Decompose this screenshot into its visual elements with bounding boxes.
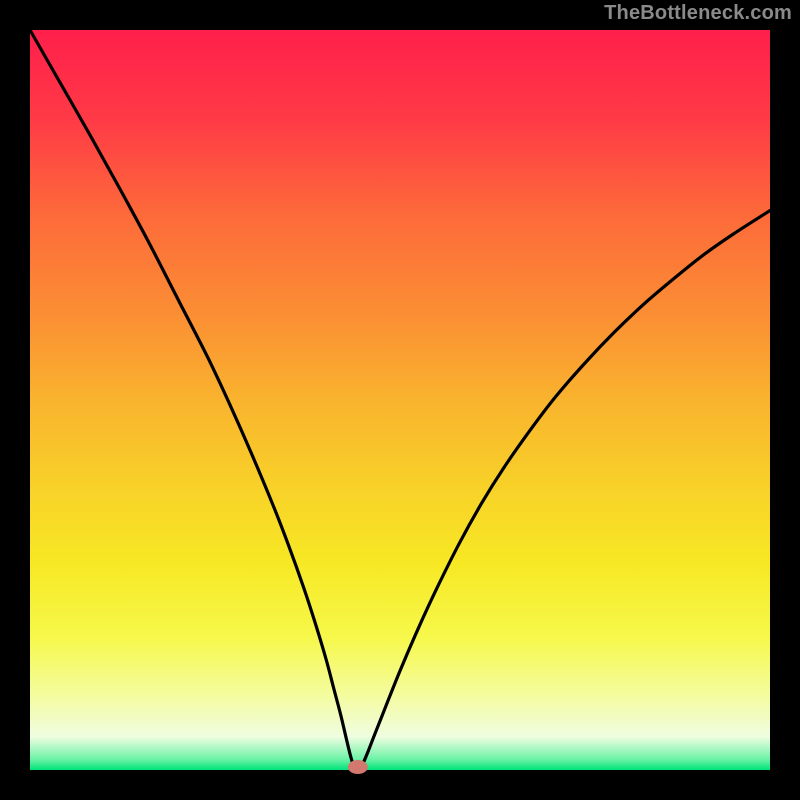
watermark-text: TheBottleneck.com: [604, 2, 792, 25]
minimum-marker: [348, 760, 368, 774]
bottleneck-curve-chart: [0, 0, 800, 800]
plot-background: [30, 30, 770, 770]
